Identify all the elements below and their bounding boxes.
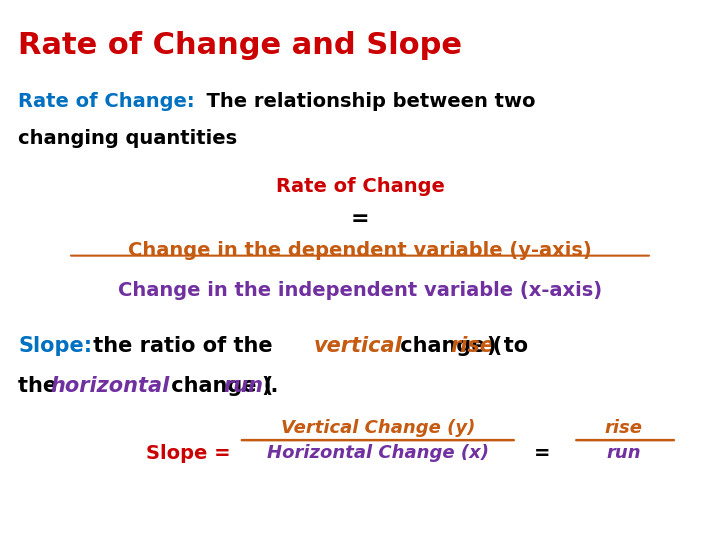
Text: vertical: vertical [314,336,402,356]
Text: Slope =: Slope = [146,444,238,463]
Text: ).: ). [262,376,279,396]
Text: Rate of Change: Rate of Change [276,177,444,196]
Text: Horizontal Change (x): Horizontal Change (x) [267,444,489,462]
Text: rise: rise [451,336,494,356]
Text: rise: rise [604,420,642,437]
Text: Change in the dependent variable (y-axis): Change in the dependent variable (y-axis… [128,241,592,260]
Text: run: run [606,444,641,462]
Text: Rate of Change and Slope: Rate of Change and Slope [19,31,462,60]
Text: changing quantities: changing quantities [19,129,238,148]
Text: horizontal: horizontal [50,376,170,396]
Text: Rate of Change:: Rate of Change: [19,92,195,111]
Text: The relationship between two: The relationship between two [193,92,535,111]
Text: change (: change ( [164,376,274,396]
Text: the ratio of the: the ratio of the [86,336,280,356]
Text: Change in the independent variable (x-axis): Change in the independent variable (x-ax… [118,281,602,300]
Text: run: run [223,376,264,396]
Text: ) to: ) to [487,336,528,356]
Text: Slope:: Slope: [19,336,93,356]
Text: =: = [351,209,369,229]
Text: =: = [534,444,551,463]
Text: Vertical Change (y): Vertical Change (y) [281,420,475,437]
Text: change (: change ( [393,336,503,356]
Text: the: the [19,376,65,396]
